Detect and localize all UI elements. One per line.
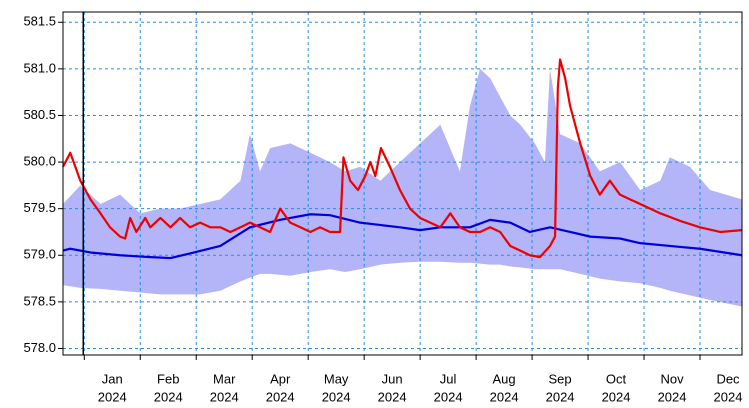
x-tick-sublabel: 2024 [602,389,631,404]
x-tick-label: Apr [270,371,291,386]
y-tick-label: 580.0 [23,154,56,169]
range-band [63,68,742,307]
x-tick-sublabel: 2024 [154,389,183,404]
x-tick-sublabel: 2024 [266,389,295,404]
x-tick-label: Dec [716,371,740,386]
y-tick-label: 579.0 [23,247,56,262]
x-tick-label: Oct [606,371,627,386]
y-tick-label: 578.5 [23,293,56,308]
x-tick-label: Aug [493,371,516,386]
x-tick-label: Jan [102,371,123,386]
y-tick-label: 578.0 [23,340,56,355]
x-tick-sublabel: 2024 [714,389,743,404]
x-tick-label: May [324,371,349,386]
x-tick-sublabel: 2024 [434,389,463,404]
x-tick-sublabel: 2024 [98,389,127,404]
x-tick-label: Feb [157,371,179,386]
x-tick-label: Sep [549,371,572,386]
series-line [62,58,743,259]
x-tick-sublabel: 2024 [490,389,519,404]
x-tick-label: Jun [382,371,403,386]
x-tick-sublabel: 2024 [658,389,687,404]
plot-frame [62,11,743,356]
y-tick-label: 579.5 [23,200,56,215]
x-tick-sublabel: 2024 [210,389,239,404]
x-tick-label: Nov [660,371,684,386]
y-tick-label: 580.5 [23,107,56,122]
x-tick-label: Mar [213,371,236,386]
y-tick-label: 581.0 [23,60,56,75]
series-line [62,213,743,260]
x-tick-sublabel: 2024 [322,389,351,404]
x-tick-sublabel: 2024 [378,389,407,404]
x-tick-sublabel: 2024 [546,389,575,404]
x-tick-label: Jul [440,371,457,386]
y-tick-label: 581.5 [23,14,56,29]
